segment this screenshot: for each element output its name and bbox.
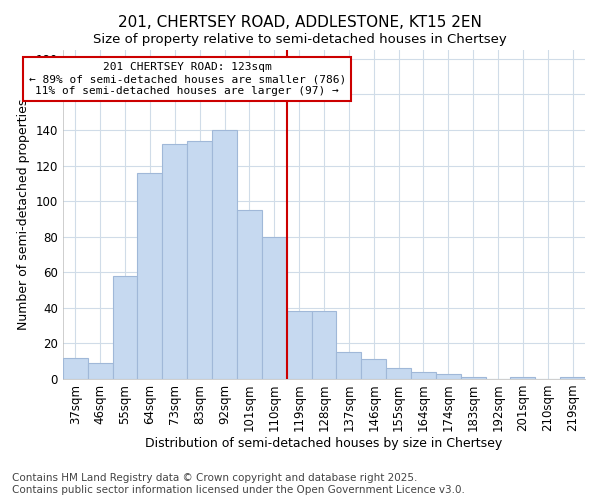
X-axis label: Distribution of semi-detached houses by size in Chertsey: Distribution of semi-detached houses by … (145, 437, 503, 450)
Bar (361, 360, 386, 379)
Bar (461, 377, 485, 379)
Bar (560, 377, 585, 379)
Bar (187, 140, 212, 379)
Bar (436, 374, 461, 379)
Text: 201, CHERTSEY ROAD, ADDLESTONE, KT15 2EN: 201, CHERTSEY ROAD, ADDLESTONE, KT15 2EN (118, 15, 482, 30)
Bar (287, 312, 311, 379)
Bar (163, 144, 187, 379)
Bar (63, 358, 88, 379)
Bar (212, 130, 237, 379)
Text: Size of property relative to semi-detached houses in Chertsey: Size of property relative to semi-detach… (93, 32, 507, 46)
Bar (411, 372, 436, 379)
Bar (137, 172, 163, 379)
Bar (88, 363, 113, 379)
Y-axis label: Number of semi-detached properties: Number of semi-detached properties (17, 99, 30, 330)
Text: 201 CHERTSEY ROAD: 123sqm
← 89% of semi-detached houses are smaller (786)
11% of: 201 CHERTSEY ROAD: 123sqm ← 89% of semi-… (29, 62, 346, 96)
Bar (113, 276, 137, 379)
Bar (386, 368, 411, 379)
Bar (311, 312, 337, 379)
Bar (337, 352, 361, 379)
Text: Contains HM Land Registry data © Crown copyright and database right 2025.
Contai: Contains HM Land Registry data © Crown c… (12, 474, 465, 495)
Bar (262, 236, 287, 379)
Bar (511, 377, 535, 379)
Bar (237, 210, 262, 379)
